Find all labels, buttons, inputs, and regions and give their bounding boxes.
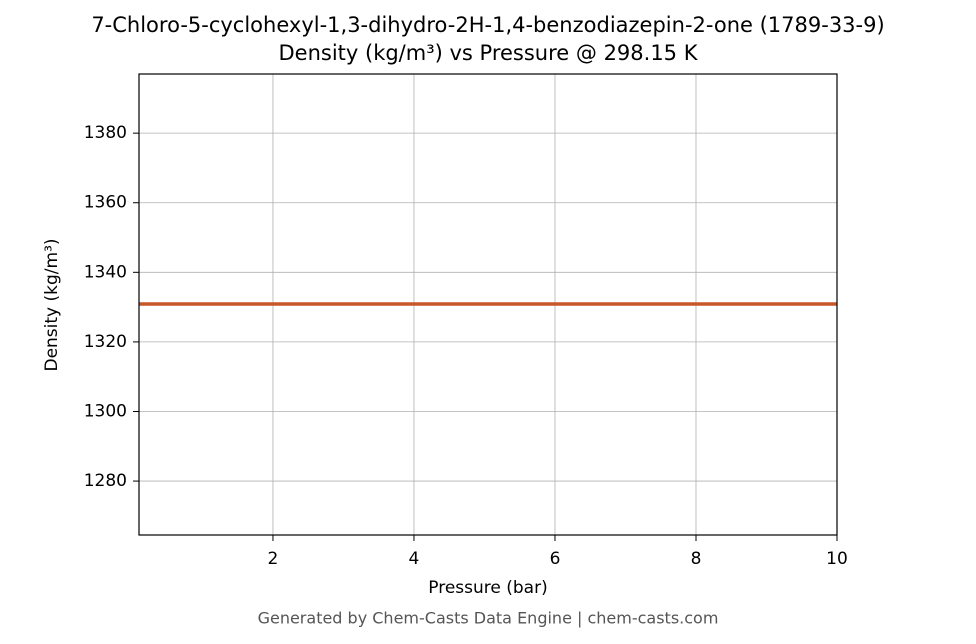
x-axis-label: Pressure (bar) xyxy=(428,578,547,598)
y-tick-label: 1360 xyxy=(84,193,127,213)
x-tick-label: 10 xyxy=(826,549,848,569)
plot-frame xyxy=(138,73,838,536)
y-tick-label: 1380 xyxy=(84,123,127,143)
y-axis-label: Density (kg/m³) xyxy=(42,238,62,371)
y-tick-label: 1340 xyxy=(84,262,127,282)
y-tick-label: 1300 xyxy=(84,401,127,421)
x-tick-label: 2 xyxy=(268,549,279,569)
y-tick-label: 1280 xyxy=(84,471,127,491)
footer: Generated by Chem-Casts Data Engine | ch… xyxy=(258,609,719,628)
chart-title: 7-Chloro-5-cyclohexyl-1,3-dihydro-2H-1,4… xyxy=(91,13,884,37)
y-tick-label: 1320 xyxy=(84,332,127,352)
x-tick-label: 6 xyxy=(550,549,561,569)
chart-subtitle: Density (kg/m³) vs Pressure @ 298.15 K xyxy=(278,41,698,65)
x-tick-label: 4 xyxy=(409,549,420,569)
x-tick-label: 8 xyxy=(691,549,702,569)
